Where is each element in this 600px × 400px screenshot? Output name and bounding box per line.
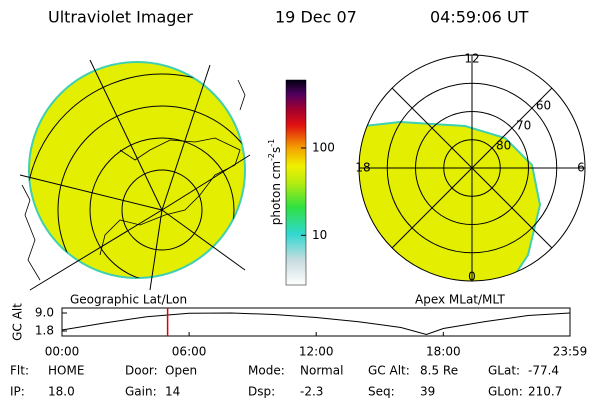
colorbar (285, 79, 307, 286)
mlat-circle (415, 111, 529, 225)
unit-exp: -2 (267, 153, 276, 161)
title: Ultraviolet Imager (48, 8, 193, 27)
date: 19 Dec 07 (275, 8, 357, 27)
info-label: Dsp: (248, 385, 275, 399)
y-tick-label: 9.0 (35, 306, 54, 320)
info-label: GC Alt: (368, 364, 410, 378)
info-label: GLat: (488, 364, 520, 378)
x-tick-label: 23:59 (553, 345, 588, 359)
unit-exp: -1 (267, 139, 276, 147)
x-tick-label: 06:00 (172, 345, 207, 359)
info-value: -2.3 (300, 385, 323, 399)
unit-base: photon cm (269, 161, 283, 225)
mlat-label: 80 (496, 139, 511, 153)
left-caption: Geographic Lat/Lon (70, 293, 187, 307)
info-label: Door: (125, 364, 158, 378)
info-value: 210.7 (528, 385, 562, 399)
mlt-label: 0 (468, 270, 476, 284)
geographic-image (19, 59, 251, 291)
alt-line (61, 312, 571, 336)
colorbar-tick-label: 10 (312, 228, 327, 242)
y-tick-label: 1.8 (35, 324, 54, 338)
info-label: Gain: (125, 385, 157, 399)
alt-frame (61, 307, 571, 337)
info-label: GLon: (488, 385, 523, 399)
x-tick-label: 12:00 (299, 345, 334, 359)
mlt-label: 18 (355, 161, 370, 175)
mlat-label: 70 (516, 119, 531, 133)
info-value: HOME (48, 364, 84, 378)
right-caption: Apex MLat/MLT (415, 293, 505, 307)
info-value: 8.5 Re (420, 364, 458, 378)
y-axis-label: GC Alt (11, 303, 25, 341)
info-value: Open (165, 364, 197, 378)
info-label: Seq: (368, 385, 395, 399)
time: 04:59:06 UT (430, 8, 529, 27)
colorbar-tick-label: 100 (312, 140, 335, 154)
mlt-label: 6 (577, 161, 585, 175)
polar-image (358, 54, 586, 282)
mlat-label: 60 (536, 99, 551, 113)
info-value: 39 (420, 385, 435, 399)
info-value: 14 (165, 385, 180, 399)
mlat-circle (443, 139, 501, 197)
unit-mid: s (269, 147, 283, 153)
x-tick-label: 00:00 (45, 345, 80, 359)
info-value: 18.0 (48, 385, 75, 399)
info-label: IP: (10, 385, 25, 399)
info-label: Flt: (10, 364, 29, 378)
mlat-circle (386, 82, 558, 254)
mlt-label: 12 (464, 52, 479, 66)
colorbar-unit: photon cm-2s-1 (267, 139, 283, 226)
info-value: Normal (300, 364, 343, 378)
info-value: -77.4 (528, 364, 559, 378)
x-tick-label: 18:00 (426, 345, 461, 359)
info-label: Mode: (248, 364, 285, 378)
